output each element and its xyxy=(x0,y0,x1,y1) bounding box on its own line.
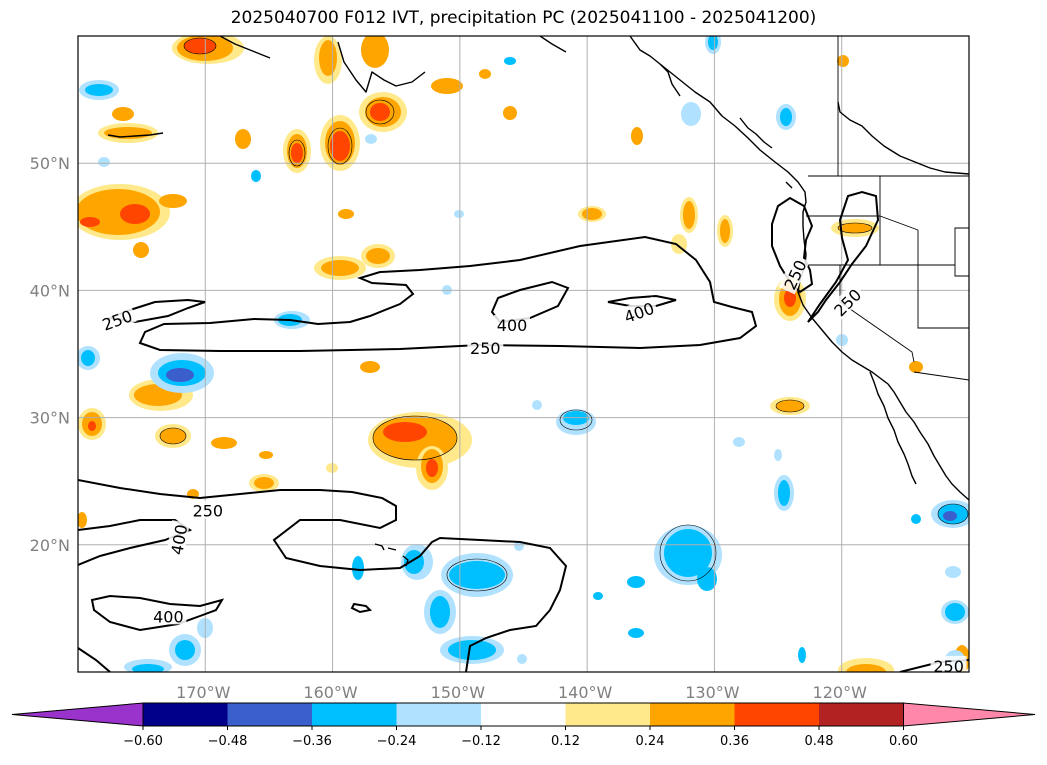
colorbar-segment-1 xyxy=(143,703,228,726)
map-frame xyxy=(77,35,970,673)
colorbar-label-6: 0.24 xyxy=(636,734,665,749)
colorbar-segment-5 xyxy=(481,703,566,726)
colorbar-label-5: 0.12 xyxy=(551,734,580,749)
colorbar-label-9: 0.60 xyxy=(889,734,918,749)
lon-label-2: 150°W xyxy=(431,683,486,702)
lat-label-0: 50°N xyxy=(30,154,70,173)
longitude-labels: 170°W 160°W 150°W 140°W 130°W 120°W xyxy=(176,683,867,702)
lat-label-3: 20°N xyxy=(30,536,70,555)
colorbar-label-3: −0.24 xyxy=(377,734,417,749)
latitude-labels: 50°N 40°N 30°N 20°N xyxy=(30,154,70,555)
ivt-label-text-2: 250 xyxy=(470,339,501,358)
colorbar-segment-7 xyxy=(650,703,735,726)
gridlines xyxy=(78,36,969,672)
ivt-label-text-6: 250 xyxy=(193,502,224,521)
ivt-label-6: 250 xyxy=(189,500,226,521)
colorbar-label-7: 0.36 xyxy=(720,734,749,749)
colorbar-segment-8 xyxy=(734,703,819,726)
lon-label-1: 160°W xyxy=(303,683,358,702)
colorbar: −0.60 −0.48 −0.36 −0.24 −0.12 0.12 0.24 0.36 0.4… xyxy=(11,702,1036,749)
ivt-label-2: 250 xyxy=(467,337,504,358)
colorbar-label-0: −0.60 xyxy=(123,734,163,749)
colorbar-segment-2 xyxy=(227,703,312,726)
lon-label-4: 130°W xyxy=(685,683,740,702)
colorbar-label-1: −0.48 xyxy=(208,734,248,749)
ivt-label-1: 400 xyxy=(494,315,531,335)
colorbar-frame xyxy=(142,702,904,727)
lat-label-2: 30°N xyxy=(30,409,70,428)
ivt-label-text-9: 250 xyxy=(933,657,964,676)
colorbar-segment-9 xyxy=(819,703,904,726)
colorbar-label-4: −0.12 xyxy=(461,734,501,749)
colorbar-label-8: 0.48 xyxy=(805,734,834,749)
shading-outlines xyxy=(159,37,969,592)
ivt-label-8: 400 xyxy=(150,606,187,626)
ivt-label-text-1: 400 xyxy=(497,316,528,335)
colorbar-extend-low xyxy=(11,702,144,727)
lon-label-5: 120°W xyxy=(813,683,868,702)
colorbar-extend-high xyxy=(903,702,1036,727)
ivt-label-text-8: 400 xyxy=(153,607,184,626)
map-title: 2025040700 F012 IVT, precipitation PC (2… xyxy=(230,8,817,28)
colorbar-segment-4 xyxy=(396,703,481,726)
lon-label-3: 140°W xyxy=(558,683,613,702)
coastlines xyxy=(107,36,969,567)
lon-label-0: 170°W xyxy=(176,683,231,702)
lat-label-1: 40°N xyxy=(30,281,70,300)
colorbar-label-2: −0.36 xyxy=(292,734,332,749)
colorbar-segment-3 xyxy=(312,703,397,726)
colorbar-segment-6 xyxy=(565,703,650,726)
ivt-label-9: 250 xyxy=(930,655,967,676)
